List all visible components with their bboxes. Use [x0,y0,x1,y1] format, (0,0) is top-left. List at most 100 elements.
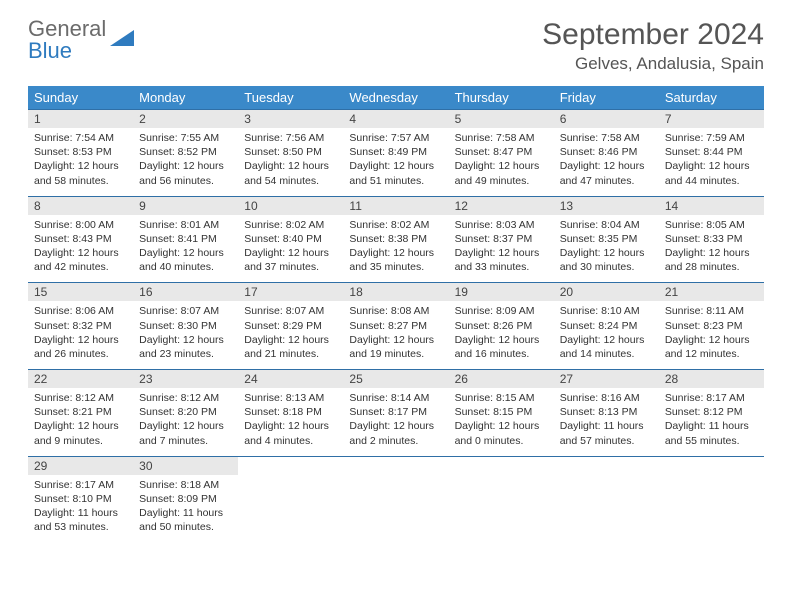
day-number: 25 [343,370,448,388]
calendar-cell: 19Sunrise: 8:09 AMSunset: 8:26 PMDayligh… [449,283,554,370]
day-details: Sunrise: 7:56 AMSunset: 8:50 PMDaylight:… [238,128,343,196]
day-number: 8 [28,197,133,215]
calendar-cell: 28Sunrise: 8:17 AMSunset: 8:12 PMDayligh… [659,370,764,457]
calendar-cell [238,456,343,542]
day-number: 6 [554,110,659,128]
calendar-cell: 6Sunrise: 7:58 AMSunset: 8:46 PMDaylight… [554,110,659,197]
calendar-header-row: SundayMondayTuesdayWednesdayThursdayFrid… [28,86,764,110]
calendar-cell: 15Sunrise: 8:06 AMSunset: 8:32 PMDayligh… [28,283,133,370]
day-details: Sunrise: 8:07 AMSunset: 8:30 PMDaylight:… [133,301,238,369]
day-number: 19 [449,283,554,301]
day-details: Sunrise: 7:54 AMSunset: 8:53 PMDaylight:… [28,128,133,196]
calendar-cell: 10Sunrise: 8:02 AMSunset: 8:40 PMDayligh… [238,196,343,283]
day-number: 26 [449,370,554,388]
day-details: Sunrise: 8:10 AMSunset: 8:24 PMDaylight:… [554,301,659,369]
calendar-table: SundayMondayTuesdayWednesdayThursdayFrid… [28,86,764,542]
calendar-cell: 14Sunrise: 8:05 AMSunset: 8:33 PMDayligh… [659,196,764,283]
header: General Blue September 2024 Gelves, Anda… [28,18,764,74]
day-number: 16 [133,283,238,301]
logo-line2: Blue [28,40,106,62]
calendar-cell: 1Sunrise: 7:54 AMSunset: 8:53 PMDaylight… [28,110,133,197]
day-number: 18 [343,283,448,301]
day-details: Sunrise: 8:15 AMSunset: 8:15 PMDaylight:… [449,388,554,456]
calendar-cell: 20Sunrise: 8:10 AMSunset: 8:24 PMDayligh… [554,283,659,370]
calendar-cell: 24Sunrise: 8:13 AMSunset: 8:18 PMDayligh… [238,370,343,457]
calendar-cell: 13Sunrise: 8:04 AMSunset: 8:35 PMDayligh… [554,196,659,283]
calendar-cell: 8Sunrise: 8:00 AMSunset: 8:43 PMDaylight… [28,196,133,283]
calendar-cell: 22Sunrise: 8:12 AMSunset: 8:21 PMDayligh… [28,370,133,457]
day-number: 12 [449,197,554,215]
calendar-cell: 18Sunrise: 8:08 AMSunset: 8:27 PMDayligh… [343,283,448,370]
day-number: 2 [133,110,238,128]
day-details: Sunrise: 8:09 AMSunset: 8:26 PMDaylight:… [449,301,554,369]
day-details: Sunrise: 8:11 AMSunset: 8:23 PMDaylight:… [659,301,764,369]
day-details: Sunrise: 8:18 AMSunset: 8:09 PMDaylight:… [133,475,238,543]
weekday-header: Thursday [449,86,554,110]
calendar-cell: 11Sunrise: 8:02 AMSunset: 8:38 PMDayligh… [343,196,448,283]
day-details: Sunrise: 8:17 AMSunset: 8:12 PMDaylight:… [659,388,764,456]
day-number: 13 [554,197,659,215]
day-details: Sunrise: 8:14 AMSunset: 8:17 PMDaylight:… [343,388,448,456]
day-number: 17 [238,283,343,301]
day-details: Sunrise: 7:58 AMSunset: 8:47 PMDaylight:… [449,128,554,196]
calendar-cell: 4Sunrise: 7:57 AMSunset: 8:49 PMDaylight… [343,110,448,197]
day-number: 7 [659,110,764,128]
calendar-cell: 5Sunrise: 7:58 AMSunset: 8:47 PMDaylight… [449,110,554,197]
day-details: Sunrise: 8:01 AMSunset: 8:41 PMDaylight:… [133,215,238,283]
calendar-cell: 30Sunrise: 8:18 AMSunset: 8:09 PMDayligh… [133,456,238,542]
calendar-cell: 25Sunrise: 8:14 AMSunset: 8:17 PMDayligh… [343,370,448,457]
calendar-row: 22Sunrise: 8:12 AMSunset: 8:21 PMDayligh… [28,370,764,457]
day-details: Sunrise: 8:12 AMSunset: 8:20 PMDaylight:… [133,388,238,456]
day-details: Sunrise: 8:03 AMSunset: 8:37 PMDaylight:… [449,215,554,283]
day-number: 22 [28,370,133,388]
calendar-cell: 3Sunrise: 7:56 AMSunset: 8:50 PMDaylight… [238,110,343,197]
weekday-header: Saturday [659,86,764,110]
day-number: 4 [343,110,448,128]
weekday-header: Sunday [28,86,133,110]
day-details: Sunrise: 7:58 AMSunset: 8:46 PMDaylight:… [554,128,659,196]
calendar-cell [343,456,448,542]
day-details: Sunrise: 8:05 AMSunset: 8:33 PMDaylight:… [659,215,764,283]
calendar-cell [449,456,554,542]
calendar-cell: 9Sunrise: 8:01 AMSunset: 8:41 PMDaylight… [133,196,238,283]
day-number: 1 [28,110,133,128]
day-number: 14 [659,197,764,215]
day-number: 15 [28,283,133,301]
weekday-header: Monday [133,86,238,110]
day-number: 10 [238,197,343,215]
day-details: Sunrise: 7:57 AMSunset: 8:49 PMDaylight:… [343,128,448,196]
calendar-cell: 7Sunrise: 7:59 AMSunset: 8:44 PMDaylight… [659,110,764,197]
day-number: 9 [133,197,238,215]
day-number: 29 [28,457,133,475]
calendar-cell: 12Sunrise: 8:03 AMSunset: 8:37 PMDayligh… [449,196,554,283]
day-number: 27 [554,370,659,388]
day-details: Sunrise: 8:07 AMSunset: 8:29 PMDaylight:… [238,301,343,369]
day-number: 24 [238,370,343,388]
logo-triangle-icon [110,28,136,53]
day-number: 30 [133,457,238,475]
day-details: Sunrise: 8:13 AMSunset: 8:18 PMDaylight:… [238,388,343,456]
day-number: 3 [238,110,343,128]
day-details: Sunrise: 8:12 AMSunset: 8:21 PMDaylight:… [28,388,133,456]
day-number: 28 [659,370,764,388]
day-details: Sunrise: 8:06 AMSunset: 8:32 PMDaylight:… [28,301,133,369]
day-details: Sunrise: 7:59 AMSunset: 8:44 PMDaylight:… [659,128,764,196]
calendar-cell: 29Sunrise: 8:17 AMSunset: 8:10 PMDayligh… [28,456,133,542]
calendar-row: 15Sunrise: 8:06 AMSunset: 8:32 PMDayligh… [28,283,764,370]
day-number: 5 [449,110,554,128]
calendar-cell [659,456,764,542]
day-details: Sunrise: 8:08 AMSunset: 8:27 PMDaylight:… [343,301,448,369]
day-number: 20 [554,283,659,301]
logo-line1: General [28,18,106,40]
day-details: Sunrise: 8:04 AMSunset: 8:35 PMDaylight:… [554,215,659,283]
month-title: September 2024 [542,18,764,52]
weekday-header: Friday [554,86,659,110]
calendar-cell [554,456,659,542]
day-number: 21 [659,283,764,301]
day-details: Sunrise: 8:00 AMSunset: 8:43 PMDaylight:… [28,215,133,283]
logo: General Blue [28,18,136,62]
day-details: Sunrise: 8:02 AMSunset: 8:38 PMDaylight:… [343,215,448,283]
weekday-header: Wednesday [343,86,448,110]
calendar-cell: 26Sunrise: 8:15 AMSunset: 8:15 PMDayligh… [449,370,554,457]
calendar-body: 1Sunrise: 7:54 AMSunset: 8:53 PMDaylight… [28,110,764,543]
